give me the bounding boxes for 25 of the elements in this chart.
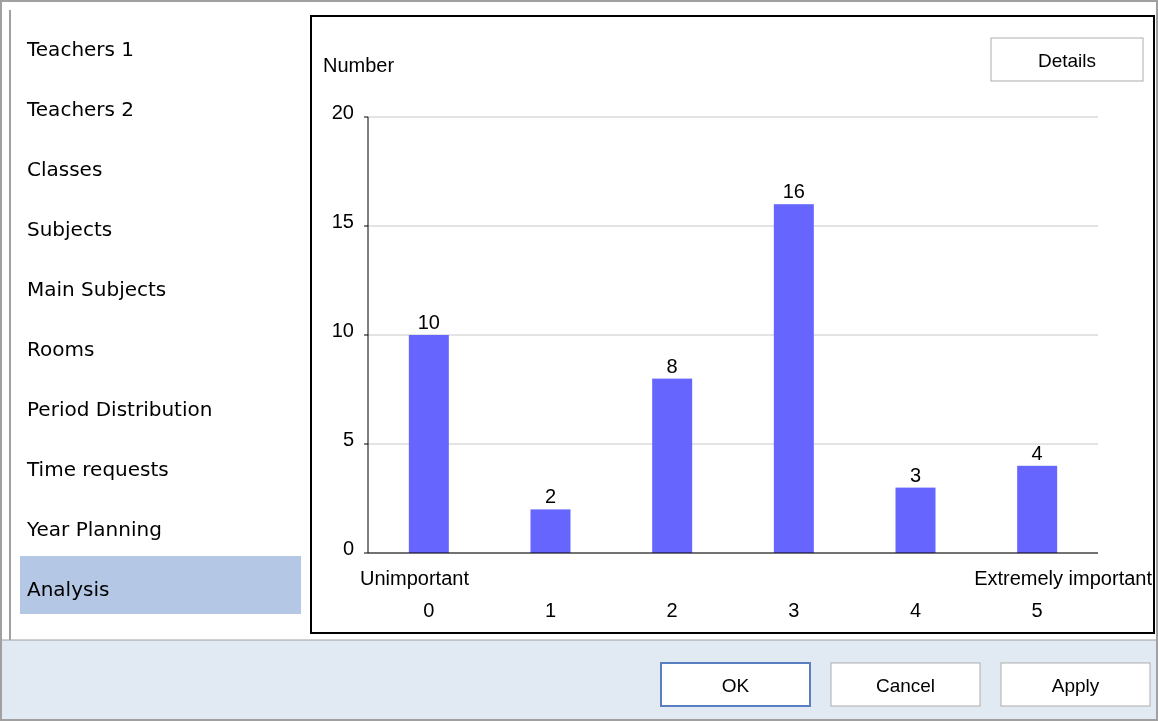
y-tick-label: 20 (331, 101, 354, 123)
y-tick-label: 5 (342, 428, 354, 450)
navigation-list: Teachers 1 Teachers 2 Classes Subjects Main Subjects Rooms Period Distribution Time requests Year Planning Analysis (20, 37, 301, 614)
data-label: 8 (666, 354, 678, 377)
data-label: 10 (417, 311, 440, 333)
y-axis-title: Number (323, 54, 395, 76)
data-label: 2 (544, 485, 557, 508)
x-tick-label: 4 (909, 599, 922, 621)
button: Cancel (830, 662, 981, 707)
data-label: 16 (782, 180, 805, 203)
text: Unimportant (360, 567, 470, 589)
button: Apply (1000, 662, 1151, 707)
x-tick-label: 3 (788, 599, 800, 621)
button: OK (660, 662, 811, 707)
x-tick-label: 0 (423, 599, 435, 621)
text: Extremely important (974, 567, 1153, 589)
y-tick-label: 0 (342, 537, 354, 559)
x-tick-label: 1 (544, 599, 557, 621)
y-tick-label: 15 (331, 210, 354, 232)
button: Details (990, 37, 1144, 82)
data-label: 3 (909, 463, 922, 486)
x-tick-label: 5 (1031, 599, 1043, 621)
x-tick-label: 2 (666, 599, 678, 621)
data-label: 4 (1031, 441, 1043, 464)
y-tick-label: 10 (331, 319, 354, 341)
